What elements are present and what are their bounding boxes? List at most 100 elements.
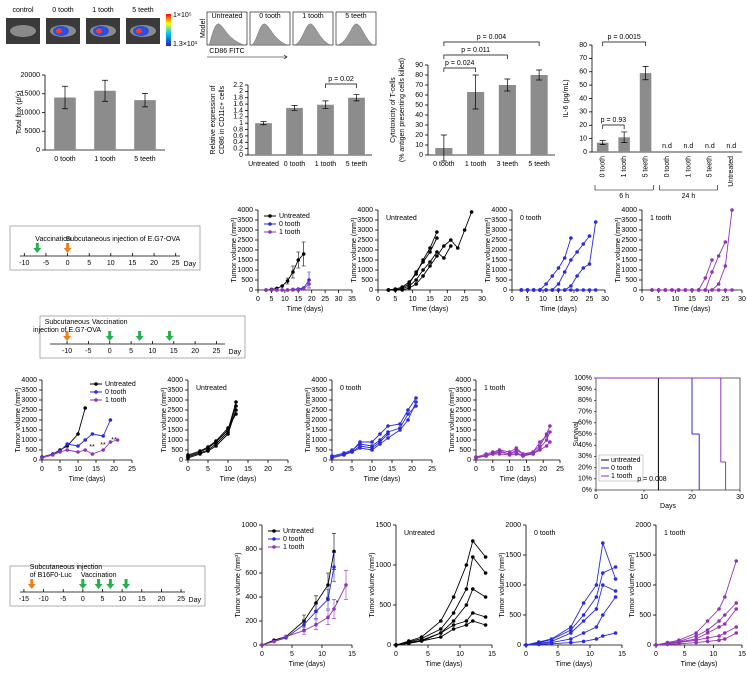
x-tick-label: 5 xyxy=(491,466,495,473)
y-tick-label: 40 xyxy=(415,112,423,119)
series-line xyxy=(331,405,417,457)
data-point xyxy=(428,264,432,268)
event-label: Vaccination xyxy=(35,236,71,243)
x-tick-label: 5 xyxy=(526,296,530,303)
y-axis-label: Cytotoxicity of T-cells xyxy=(390,77,397,143)
data-point xyxy=(717,625,721,629)
error-bar xyxy=(260,121,267,126)
histogram-title: Untreated xyxy=(212,13,243,20)
annotation: p = 0.0015 xyxy=(608,34,641,41)
x-tick-label: 5 xyxy=(101,596,105,603)
y-tick-label: 0 xyxy=(36,147,40,154)
data-point xyxy=(471,619,475,623)
x-axis-label: Time (days) xyxy=(69,476,106,483)
data-point xyxy=(581,601,586,605)
data-point xyxy=(108,418,113,422)
data-point xyxy=(569,288,573,292)
event-label: Vaccination xyxy=(81,572,117,579)
event-arrow xyxy=(106,579,115,589)
colorbar-label: 1.3×10³ xyxy=(173,41,198,48)
data-point xyxy=(407,640,411,645)
data-point xyxy=(665,642,670,647)
y-tick-label: 500 xyxy=(639,612,651,619)
data-point xyxy=(386,436,390,440)
series-line xyxy=(187,409,237,459)
luminescence-core xyxy=(56,28,62,34)
x-tick-label: 15 xyxy=(555,296,563,303)
legend-marker xyxy=(268,222,272,226)
x-axis-label: Time (days) xyxy=(674,306,711,313)
y-tick-label: 0 xyxy=(369,287,373,294)
x-tick-label: 0 tooth xyxy=(664,156,671,178)
y-tick-label: 4000 xyxy=(311,377,327,384)
data-point xyxy=(471,587,475,591)
data-point xyxy=(601,613,605,617)
x-tick-label: 10 xyxy=(539,296,547,303)
x-tick-label: 15 xyxy=(688,296,696,303)
legend-label: 1 tooth xyxy=(611,473,633,480)
y-tick-label: 1.8 xyxy=(233,95,243,102)
y-tick-label: 3000 xyxy=(311,397,327,404)
colorbar xyxy=(166,14,171,46)
x-tick-label: 20 xyxy=(705,296,713,303)
y-tick-label: 3500 xyxy=(21,387,37,394)
mouse-body xyxy=(10,25,36,37)
y-tick-label: 500 xyxy=(361,277,373,284)
x-tick-label: 10 xyxy=(149,348,157,355)
data-point xyxy=(734,625,739,629)
y-tick-label: 1500 xyxy=(635,552,651,559)
panel-title: Untreated xyxy=(196,385,227,392)
y-axis-label: CD86 in CD11c+ cells xyxy=(219,85,226,154)
y-tick-label: 80 xyxy=(415,72,423,79)
data-point xyxy=(497,452,502,456)
y-tick-label: 80% xyxy=(578,397,592,404)
data-point xyxy=(90,432,95,436)
x-tick-label: 10 xyxy=(640,494,648,501)
x-tick-label: 5 xyxy=(269,296,273,303)
x-tick-label: 5 xyxy=(556,651,560,658)
data-point xyxy=(581,613,586,617)
data-point xyxy=(414,396,418,400)
annotation: * xyxy=(336,600,339,607)
data-point xyxy=(471,611,475,615)
x-tick-label: 0 xyxy=(330,466,334,473)
x-tick-label: 25 xyxy=(213,348,221,355)
data-point xyxy=(537,642,541,647)
data-point xyxy=(581,288,586,292)
data-point xyxy=(428,246,432,250)
legend-marker xyxy=(268,230,272,234)
data-point xyxy=(90,452,95,456)
y-tick-label: 0 xyxy=(239,152,243,159)
y-tick-label: 30 xyxy=(415,122,423,129)
event-label: Subcutaneous xyxy=(45,319,90,326)
data-point xyxy=(464,587,469,591)
timeline-frame xyxy=(9,565,206,607)
data-point xyxy=(464,619,469,623)
value-label: n.d xyxy=(705,143,715,150)
event-arrow xyxy=(165,331,174,341)
x-tick-label: 25 xyxy=(556,466,564,473)
y-axis-label: Survival xyxy=(573,421,580,446)
x-tick-label: 15 xyxy=(129,260,137,267)
data-point xyxy=(562,256,567,260)
data-point xyxy=(544,434,549,438)
y-tick-label: 1500 xyxy=(505,552,521,559)
y-tick-label: 0 xyxy=(33,457,37,464)
data-point xyxy=(414,282,418,286)
data-point xyxy=(206,449,210,453)
data-point xyxy=(428,260,432,264)
axis-arrow xyxy=(207,54,288,60)
series-line xyxy=(655,560,737,646)
legend-label: 0 tooth xyxy=(283,536,305,543)
data-point xyxy=(569,236,573,240)
y-tick-label: 2000 xyxy=(455,417,471,424)
y-tick-label: 3500 xyxy=(491,217,507,224)
x-tick-label: 25 xyxy=(461,296,469,303)
x-tick-label: 0 xyxy=(108,348,112,355)
x-axis-label: Day xyxy=(189,597,202,604)
data-point xyxy=(439,619,443,623)
data-point xyxy=(483,615,488,619)
y-axis-label: Tumor volume (mm³) xyxy=(161,387,168,452)
x-tick-label: 0 xyxy=(524,651,528,658)
event-arrow xyxy=(27,579,36,589)
